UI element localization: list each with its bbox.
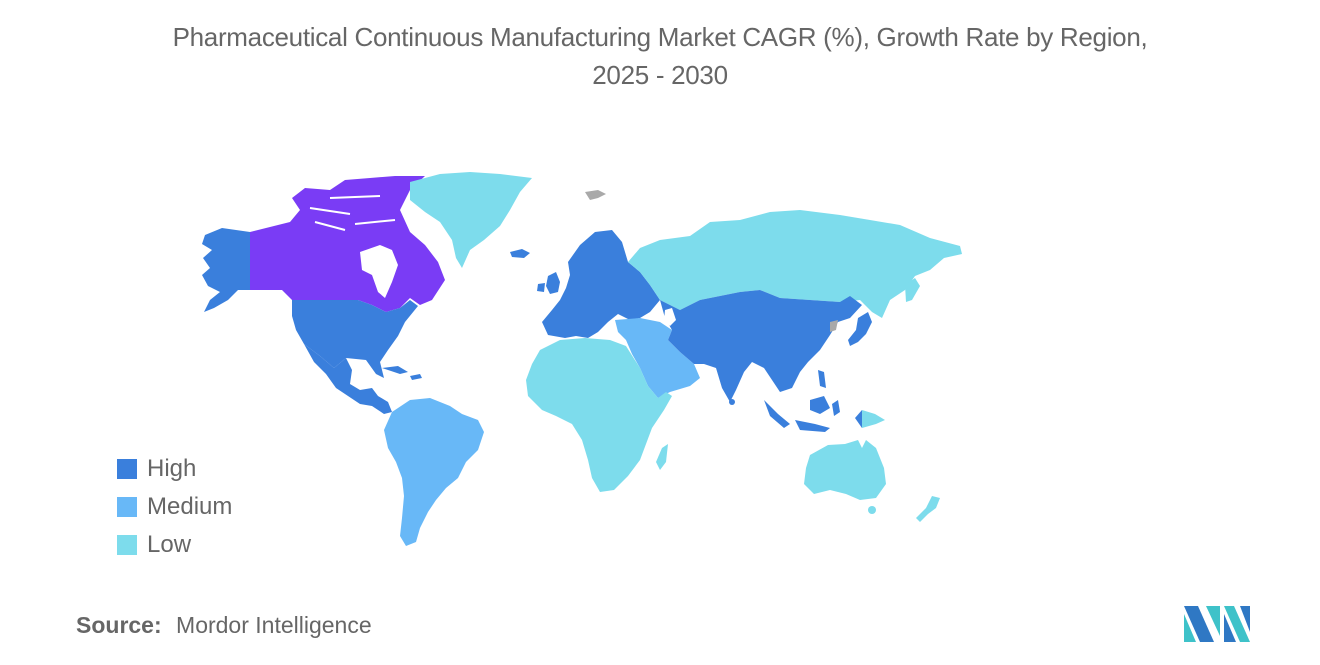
legend-label-high: High — [147, 455, 197, 482]
caspian-sea — [664, 308, 676, 326]
region-south-america — [384, 398, 484, 546]
region-papua-new-guinea — [862, 410, 885, 428]
region-north-korea — [830, 320, 838, 332]
region-japan — [848, 312, 872, 346]
region-europe — [542, 230, 660, 338]
region-caribbean — [382, 366, 422, 380]
legend-swatch-medium — [117, 497, 137, 517]
legend-swatch-low — [117, 535, 137, 555]
source-attribution: Source: Mordor Intelligence — [76, 612, 372, 639]
region-svalbard — [585, 190, 606, 200]
region-kamchatka — [905, 278, 920, 302]
arctic-channels — [309, 195, 396, 231]
region-greenland — [410, 172, 532, 268]
region-new-zealand — [916, 496, 940, 522]
chart-title-line1: Pharmaceutical Continuous Manufacturing … — [172, 22, 1148, 52]
region-madagascar — [656, 444, 668, 470]
legend-swatch-high — [117, 459, 137, 479]
legend-item-high: High — [117, 450, 232, 488]
region-united-states — [292, 300, 418, 378]
region-iceland — [510, 249, 530, 258]
region-middle-east — [615, 318, 700, 398]
legend-item-low: Low — [117, 526, 232, 564]
legend-item-medium: Medium — [117, 488, 232, 526]
region-australia — [804, 440, 886, 500]
legend: High Medium Low — [117, 450, 232, 564]
source-value: Mordor Intelligence — [176, 612, 372, 638]
source-key: Source: — [76, 612, 162, 638]
region-sri-lanka — [729, 399, 735, 405]
region-tasmania — [868, 506, 876, 514]
legend-label-low: Low — [147, 531, 192, 558]
region-africa — [526, 338, 672, 492]
region-canada — [250, 176, 445, 312]
chart-title-line2: 2025 - 2030 — [592, 60, 728, 90]
region-alaska — [202, 228, 250, 312]
region-asia — [660, 290, 862, 402]
region-uk-ireland — [537, 272, 560, 294]
mordor-intelligence-logo-icon — [1184, 606, 1250, 642]
region-mexico-central-america — [304, 344, 392, 414]
chart-title: Pharmaceutical Continuous Manufacturing … — [0, 18, 1320, 94]
region-southeast-asia-islands — [764, 370, 862, 432]
hudson-bay — [360, 245, 398, 298]
region-russia — [628, 210, 962, 318]
legend-label-medium: Medium — [147, 493, 233, 520]
